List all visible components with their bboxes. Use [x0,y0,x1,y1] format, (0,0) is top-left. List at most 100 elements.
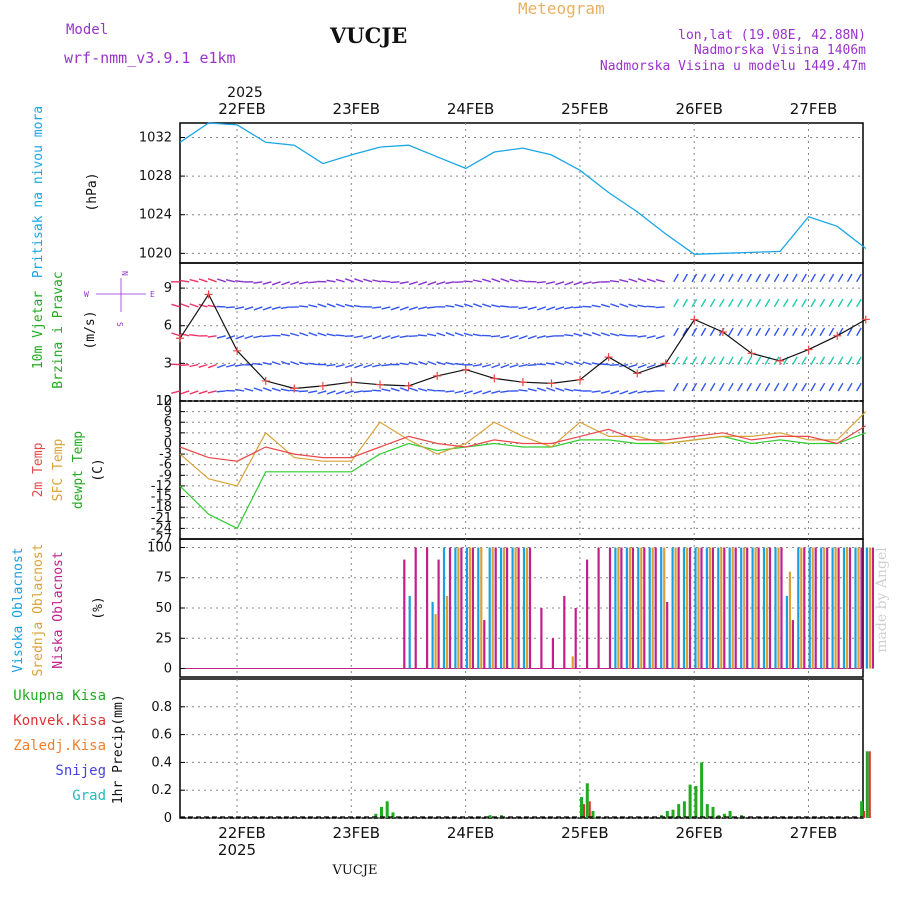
wind-arrow [234,388,245,392]
wind-arrow [216,335,226,339]
wind-arrow [536,281,546,284]
wind-arrow [810,382,817,392]
wind-arrow [500,390,510,393]
cloud-bar [826,547,829,669]
cloud-bar [517,547,520,669]
y-tick-label: 1020 [139,246,172,261]
cloud-bar [625,547,628,669]
wind-arrow [828,327,835,337]
wind-arrow [472,363,482,367]
wind-arrow [226,363,236,368]
wind-arrow [828,382,835,392]
wind-ticks: 0 3 6 9 [164,281,185,409]
cloud-bar [437,559,440,669]
cloud-bar [785,595,788,669]
wind-arrow [463,280,473,283]
precip-bars [374,751,871,819]
wind-arrow [427,360,437,366]
y-tick-label: 6 [164,415,172,430]
wind-arrow [436,332,446,337]
wind-arrow [518,279,528,283]
cloud-bar [774,547,777,669]
precip-total-bar [580,797,583,818]
wind-arrow [445,361,455,366]
wind-arrow [609,280,619,283]
cloud-bar [477,547,480,669]
wind-arrow [390,281,400,284]
cloud-bar [823,547,826,669]
cloud-bar [765,547,769,669]
wind-arrow [381,280,391,283]
wind-arrow [509,363,519,368]
wind-arrow [619,279,629,283]
gust-mark [690,315,699,324]
cloud-unit: (%) [91,596,106,619]
wind-arrow [253,362,263,366]
cloud-bar [688,547,692,669]
wind-arrow [819,273,826,283]
y-tick-label: 0 [164,811,172,826]
wind-arrow [418,281,428,286]
cloud-bar [434,614,437,669]
wind-arrow [491,363,501,369]
y-tick-label: -6 [159,458,172,473]
top-day-label: 26FEB [675,100,722,118]
wind-arrow [198,303,208,308]
wind-arrow [244,335,254,340]
wind-arrow [298,390,309,393]
gust-mark [718,328,727,336]
wind-arrow [271,306,281,310]
cloud-bar [445,595,449,669]
wind-arrow [344,335,354,337]
wind-arrow [216,390,226,393]
gust-mark [576,375,585,384]
precip-legend-freezing: Zaledj.Kisa [13,738,106,754]
precip-total-bar [488,815,492,818]
precip-total-bar [391,812,395,818]
cloud-bar [865,547,868,669]
watermark: made by Angel [874,547,890,653]
wind-arrow [363,335,373,339]
wind-arrow [619,303,629,308]
y-tick-label: 1024 [139,208,172,223]
cloud-bar [522,547,526,669]
top-day-label: 23FEB [333,100,380,118]
wind-arrow [700,273,707,283]
wind-arrow [819,356,826,365]
wind-arrow [628,363,638,368]
cloud-bar [408,595,411,669]
cloud-bar [837,547,840,669]
precip-total-bar [677,804,681,818]
cloud-bar [637,547,640,669]
gust-mark [776,356,785,365]
wind-arrow [353,304,363,308]
precip-total-bar [728,811,732,818]
wind-arrow [682,327,689,337]
gust-mark [347,378,356,387]
wind-arrow [792,327,798,337]
temp2m-line [179,425,867,462]
wind-arrow [527,306,537,310]
cloud-ylabel-1: Visoka Oblacnost [11,547,26,672]
wind-arrow [445,390,455,393]
gust-mark [261,376,270,385]
wind-arrow [281,360,290,366]
wind-arrow [518,306,528,310]
wind-arrow [591,332,601,337]
gust-mark [804,345,813,354]
wind-frame [179,262,864,402]
wind-arrow [408,306,418,311]
wind-arrow [363,363,373,369]
wind-arrow [427,333,437,337]
wind-arrow [308,332,318,337]
wind-arrow [216,278,226,283]
cloud-bar [860,547,863,669]
wind-arrow [180,363,190,367]
cloud-bar [820,547,823,669]
wind-arrow [573,360,583,366]
temperature-grid [180,400,863,540]
wind-arrow [728,273,734,283]
wind-arrow [354,363,364,369]
wind-arrow [637,335,647,338]
